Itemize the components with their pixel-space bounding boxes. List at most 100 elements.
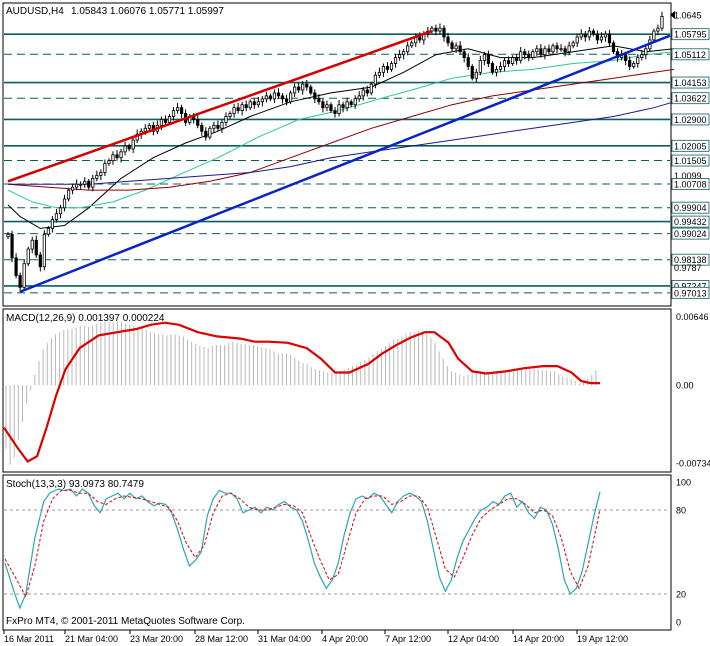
stochastic-main-line	[4, 488, 601, 610]
candle-body	[50, 219, 55, 229]
stochastic-signal-line	[4, 489, 601, 599]
candle-body	[62, 198, 67, 209]
candle-body	[256, 101, 260, 106]
candle-body	[301, 83, 305, 91]
candle-body	[454, 45, 458, 50]
candle-body	[397, 54, 402, 59]
channel-lower-line	[19, 34, 671, 293]
candle-body	[163, 119, 168, 123]
candle-body	[91, 177, 95, 188]
price-tag-box	[671, 227, 710, 240]
candle-body	[607, 33, 612, 44]
candle-body	[539, 48, 543, 56]
macd-pane[interactable]: 0.00646 0.00 -0.00734 MACD(12,26,9) 0.0013…	[2, 308, 710, 473]
candle-body	[260, 98, 264, 103]
price-pane[interactable]: 1.06451.057951.051121.041531.036221.0296…	[2, 2, 710, 307]
candle-body	[410, 42, 414, 47]
candle-body	[244, 104, 248, 109]
time-tick-label: 21 Mar 04:00	[65, 634, 118, 644]
candle-body	[381, 66, 386, 73]
candle-body	[46, 228, 50, 235]
stochastic-lines	[4, 488, 601, 610]
macd-title: MACD(12,26,9) 0.001397 0.000224	[6, 313, 165, 324]
price-tag-box	[671, 154, 710, 167]
time-tick-label: 19 Apr 12:00	[577, 634, 628, 644]
price-tick-label: 1.05795	[674, 30, 707, 40]
candle-body	[325, 104, 329, 109]
candle-body	[107, 160, 111, 165]
channel-lines	[7, 29, 671, 293]
candle-body	[519, 51, 523, 61]
candle-body	[248, 101, 252, 109]
candle-body	[373, 74, 377, 85]
candle-body	[430, 27, 434, 32]
candle-body	[393, 57, 398, 64]
candle-body	[660, 15, 664, 29]
stochastic-pane[interactable]: 100 80 20 0 Stoch(13,3,3) 93.0973 80.7479 F…	[2, 474, 691, 631]
time-tick-label: 28 Mar 12:00	[195, 634, 248, 644]
candle-body	[111, 154, 115, 162]
candle-body	[515, 57, 519, 61]
candle-body	[636, 57, 640, 64]
candle-body	[10, 233, 14, 259]
chart-symbol-title: AUDUSD,H4	[6, 6, 64, 17]
candle-body	[640, 54, 644, 59]
chart-ohlc-values: 1.05843 1.06076 1.05771 1.05997	[71, 6, 224, 17]
candle-body	[159, 119, 164, 126]
candle-body	[252, 101, 256, 106]
candle-body	[450, 42, 454, 50]
candle-body	[446, 36, 450, 44]
price-tick-label: 1.05112	[674, 50, 706, 60]
price-tag-box	[671, 48, 710, 61]
candle-body	[591, 30, 595, 35]
candle-body	[595, 33, 599, 41]
candle-body	[442, 27, 446, 38]
stochastic-tick-label: 100	[676, 478, 691, 488]
candle-body	[276, 92, 281, 97]
candle-body	[103, 163, 107, 173]
price-tick-label: 1.04153	[674, 78, 707, 88]
candle-body	[337, 104, 341, 114]
candle-body	[71, 186, 75, 191]
stochastic-pane-frame	[2, 474, 672, 631]
candle-body	[579, 33, 583, 38]
candle-body	[587, 30, 591, 38]
candle-body	[75, 183, 79, 188]
stochastic-tick-label: 80	[676, 506, 686, 516]
price-tick-label: 1.00708	[674, 180, 707, 190]
time-tick-label: 31 Mar 04:00	[258, 634, 311, 644]
candle-body	[119, 151, 123, 159]
candle-body	[369, 83, 373, 94]
candle-body	[22, 263, 26, 288]
time-tick-label: 7 Apr 12:00	[385, 634, 431, 644]
candle-body	[385, 66, 390, 70]
candle-body	[42, 233, 46, 268]
candle-body	[462, 51, 466, 59]
candle-body	[212, 124, 216, 129]
candle-body	[644, 48, 648, 56]
candle-body	[535, 48, 539, 53]
price-tag-box	[671, 215, 710, 228]
candle-body	[365, 89, 369, 94]
candle-body	[628, 60, 632, 67]
candle-body	[66, 189, 71, 200]
candle-body	[389, 63, 394, 70]
candle-body	[361, 89, 365, 97]
candle-body	[466, 57, 470, 67]
candle-body	[200, 124, 204, 132]
candles	[6, 11, 664, 293]
moving-average-line	[8, 101, 675, 185]
price-tick-label: 1.02900	[674, 115, 707, 125]
candle-body	[571, 42, 575, 47]
candle-body	[175, 107, 180, 112]
candle-body	[236, 107, 240, 112]
candle-body	[333, 110, 337, 114]
candle-body	[30, 239, 34, 250]
price-tick-label: 1.03622	[674, 94, 707, 104]
candle-body	[406, 45, 410, 53]
candle-body	[498, 66, 503, 70]
candle-body	[583, 33, 587, 38]
macd-tick-label: 0.00	[676, 381, 694, 391]
price-tag-box	[671, 178, 710, 190]
